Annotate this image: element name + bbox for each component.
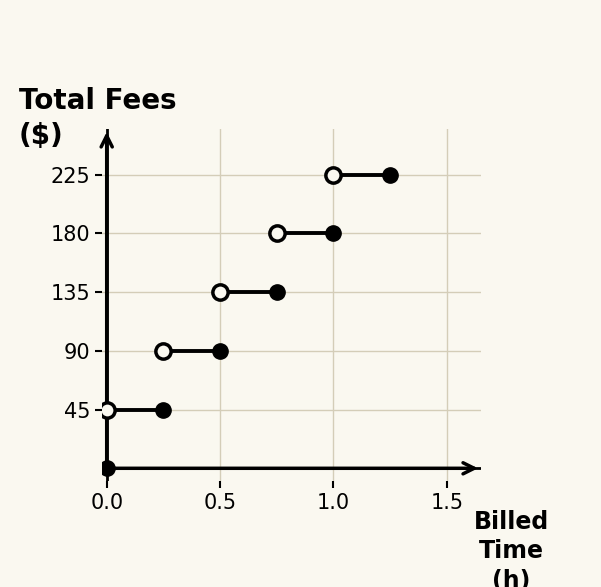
Text: ($): ($) bbox=[19, 122, 64, 150]
Text: Billed
Time
(h): Billed Time (h) bbox=[474, 510, 549, 587]
Text: Total Fees: Total Fees bbox=[19, 87, 177, 115]
